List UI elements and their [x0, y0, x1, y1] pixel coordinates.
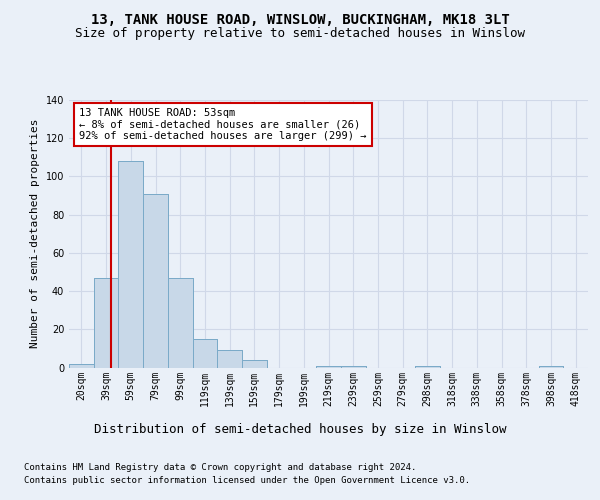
Text: 13, TANK HOUSE ROAD, WINSLOW, BUCKINGHAM, MK18 3LT: 13, TANK HOUSE ROAD, WINSLOW, BUCKINGHAM… — [91, 12, 509, 26]
Bar — [539, 366, 563, 368]
Bar — [193, 339, 217, 368]
Bar — [94, 278, 118, 368]
Bar — [193, 339, 217, 368]
Bar — [168, 278, 193, 368]
Bar — [242, 360, 267, 368]
Bar — [539, 366, 563, 368]
Text: Contains HM Land Registry data © Crown copyright and database right 2024.: Contains HM Land Registry data © Crown c… — [24, 462, 416, 471]
Bar — [341, 366, 365, 368]
Bar — [415, 366, 440, 368]
Bar — [341, 366, 365, 368]
Bar — [118, 161, 143, 368]
Bar — [118, 161, 143, 368]
Bar — [217, 350, 242, 368]
Text: Contains public sector information licensed under the Open Government Licence v3: Contains public sector information licen… — [24, 476, 470, 485]
Bar — [217, 350, 242, 368]
Text: Size of property relative to semi-detached houses in Winslow: Size of property relative to semi-detach… — [75, 28, 525, 40]
Text: 13 TANK HOUSE ROAD: 53sqm
← 8% of semi-detached houses are smaller (26)
92% of s: 13 TANK HOUSE ROAD: 53sqm ← 8% of semi-d… — [79, 108, 367, 141]
Y-axis label: Number of semi-detached properties: Number of semi-detached properties — [30, 119, 40, 348]
Bar — [94, 278, 118, 368]
Bar — [242, 360, 267, 368]
Bar — [415, 366, 440, 368]
Bar — [143, 194, 168, 368]
Bar — [69, 364, 94, 368]
Bar — [69, 364, 94, 368]
Text: Distribution of semi-detached houses by size in Winslow: Distribution of semi-detached houses by … — [94, 422, 506, 436]
Bar — [316, 366, 341, 368]
Bar — [168, 278, 193, 368]
Bar — [316, 366, 341, 368]
Bar — [143, 194, 168, 368]
